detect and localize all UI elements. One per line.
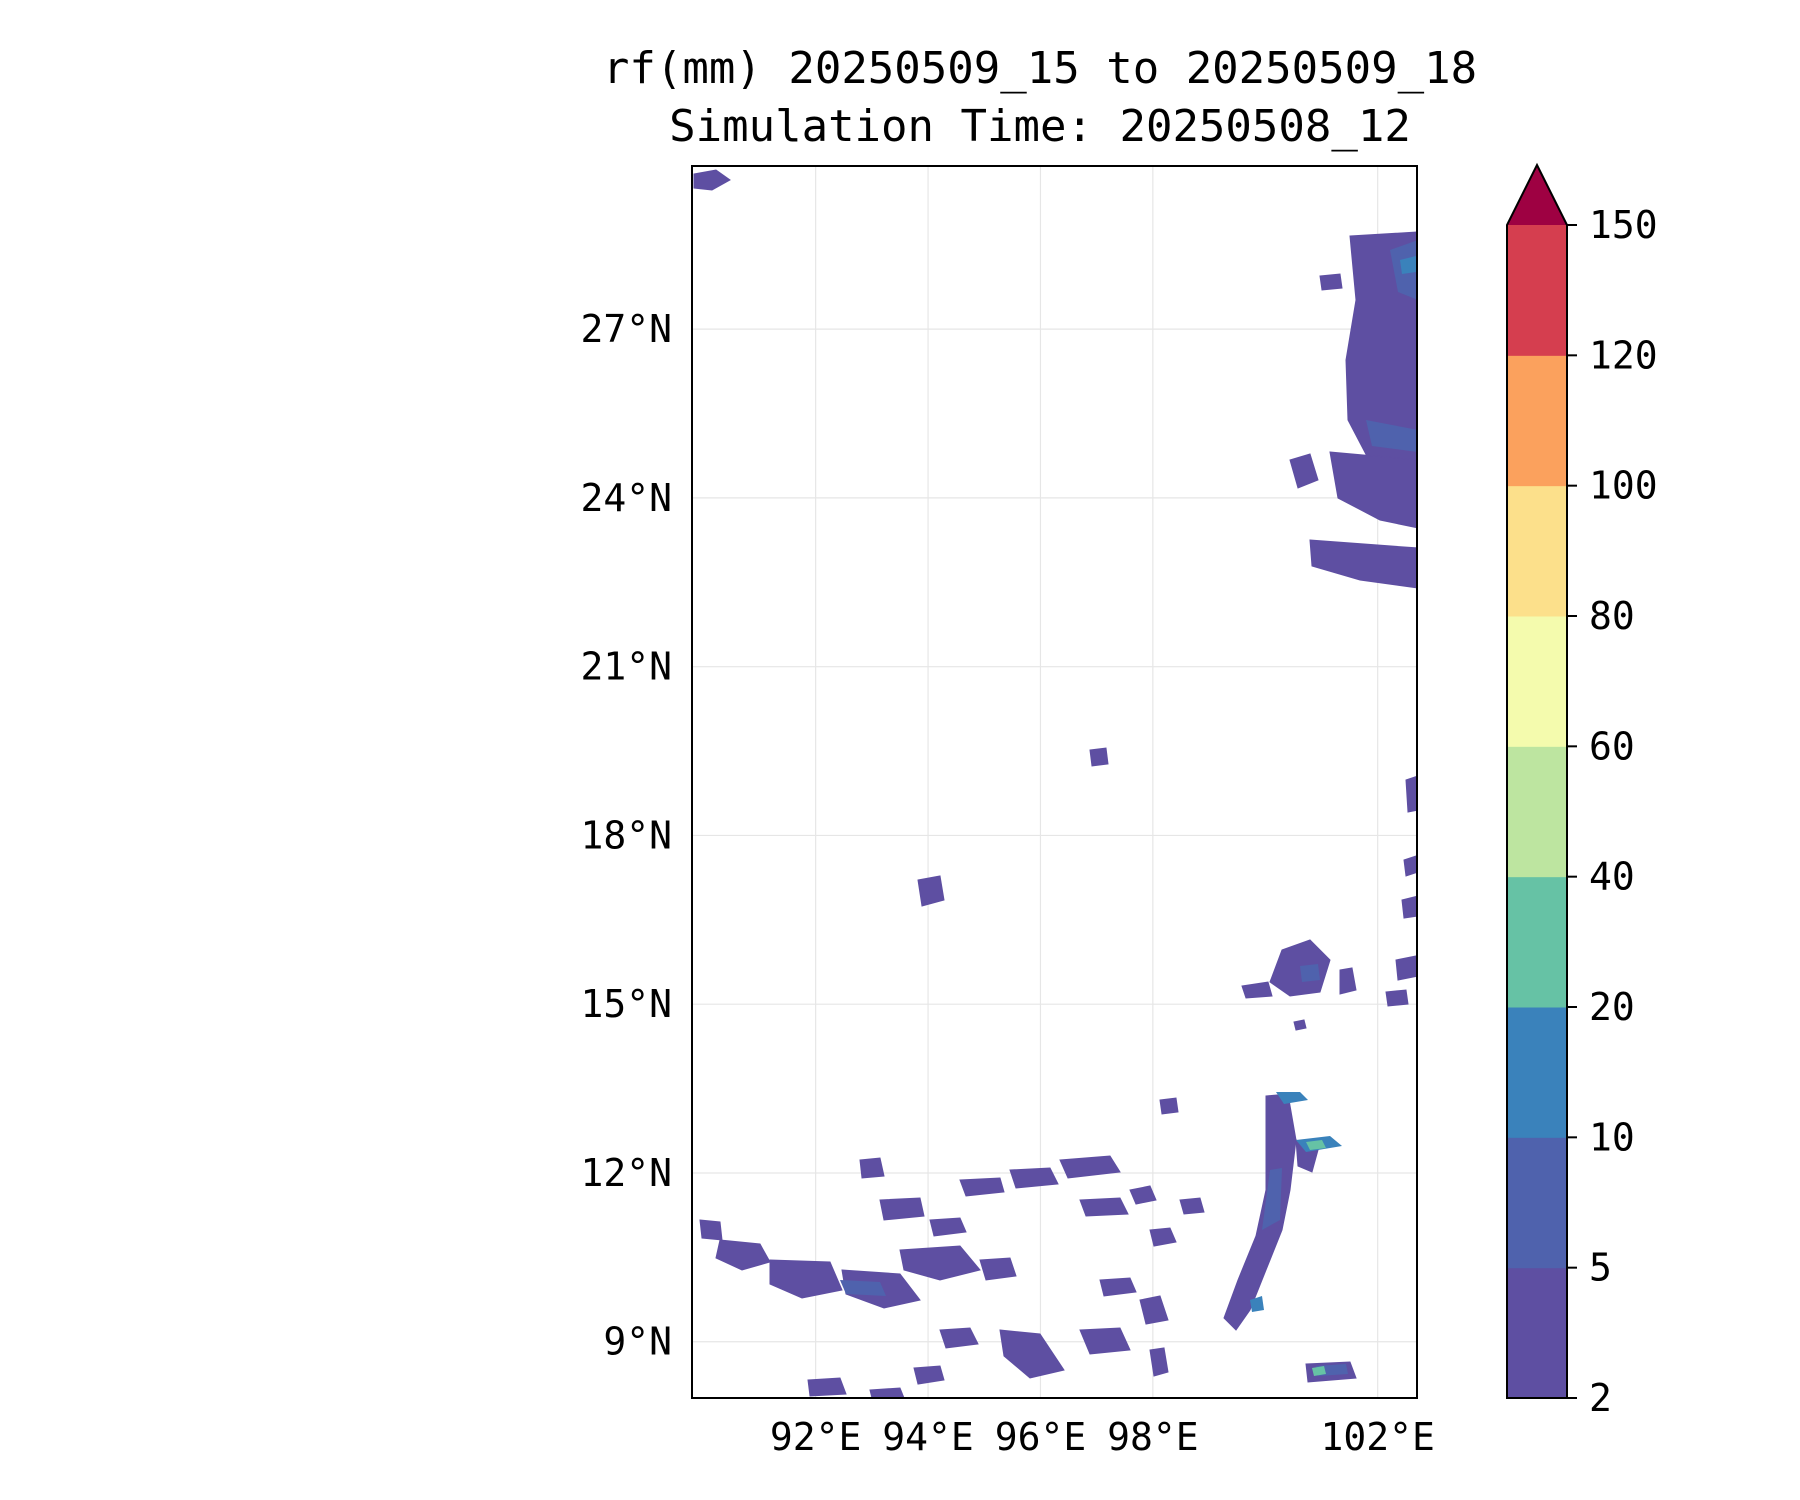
colorbar-tick-label: 2 [1589,1376,1612,1420]
colorbar-tick-label: 20 [1589,985,1635,1029]
title-block: rf(mm) 20250509_15 to 20250509_18 Simula… [520,40,1560,156]
colorbar-tick-label: 150 [1589,203,1658,247]
map-background [692,166,1417,1398]
map-frame [691,165,1418,1399]
lon-tick-label: 102°E [1320,1415,1434,1459]
title-line-2: Simulation Time: 20250508_12 [669,101,1411,152]
lat-tick-label: 21°N [580,645,672,689]
lat-tick-label: 18°N [580,813,672,857]
colorbar-segment [1507,1267,1567,1399]
colorbar-segment [1507,616,1567,747]
gridlines [692,166,1417,1398]
colorbar-tick-label: 60 [1589,724,1635,768]
longitude-axis: 92°E 94°E 96°E 98°E 102°E [770,1415,1435,1459]
colorbar-tick-label: 120 [1589,333,1658,377]
lat-tick-label: 24°N [580,476,672,520]
title-line-1: rf(mm) 20250509_15 to 20250509_18 [602,43,1478,94]
colorbar-segment [1507,485,1567,617]
colorbar-segment [1507,746,1567,878]
lon-tick-label: 96°E [995,1415,1087,1459]
colorbar-tick-label: 10 [1589,1115,1635,1159]
colorbar-tick-label: 40 [1589,855,1635,899]
colorbar-segment [1507,1007,1567,1138]
latitude-axis: 27°N 24°N 21°N 18°N 15°N 12°N 9°N [580,307,672,1364]
colorbar-segment [1507,355,1567,487]
lat-tick-label: 27°N [580,307,672,351]
rainfall-fills [693,169,1417,1398]
lat-tick-label: 12°N [580,1151,672,1195]
colorbar-segment [1507,225,1567,356]
lat-tick-label: 15°N [580,982,672,1026]
lon-tick-label: 98°E [1107,1415,1199,1459]
colorbar-tick-label: 100 [1589,464,1658,508]
lon-tick-label: 94°E [882,1415,974,1459]
colorbar-outline [1506,162,1568,1399]
colorbar-tick-label: 80 [1589,594,1635,638]
colorbar-segment [1507,876,1567,1008]
colorbar-extend-arrow [1507,165,1567,225]
colorbar-tick-label: 5 [1589,1246,1612,1290]
lon-tick-label: 92°E [770,1415,862,1459]
colorbar: 2 5 10 20 40 60 80 100 120 150 [1506,162,1658,1420]
lat-tick-label: 9°N [603,1320,672,1364]
colorbar-segment [1507,1137,1567,1269]
